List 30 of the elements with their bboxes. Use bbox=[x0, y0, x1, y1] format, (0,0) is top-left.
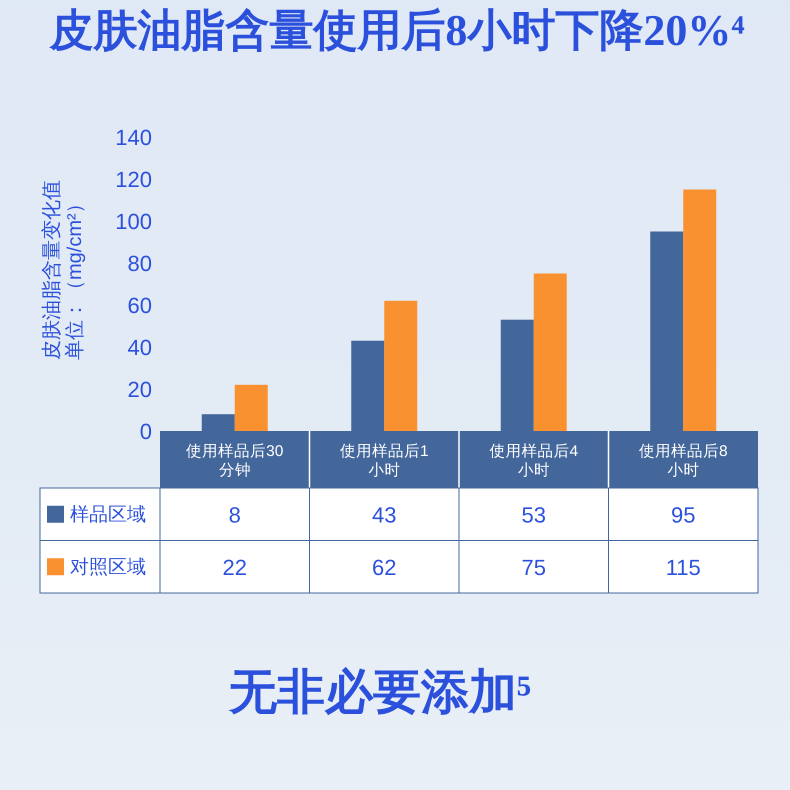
bar bbox=[534, 274, 567, 431]
x-tick-label: 使用样品后1小时 bbox=[340, 442, 429, 478]
data-label: 53 bbox=[522, 502, 546, 527]
text: 无非必要添加⁵ bbox=[228, 666, 532, 718]
data-label: 43 bbox=[372, 502, 396, 527]
bar bbox=[384, 300, 418, 431]
data-label: 8 bbox=[228, 502, 241, 527]
y-tick-label: 20 bbox=[128, 376, 152, 402]
y-tick-label: 140 bbox=[115, 124, 152, 150]
data-label: 62 bbox=[372, 554, 396, 580]
bar bbox=[683, 190, 716, 431]
legend-label: 样品区域 bbox=[70, 504, 146, 525]
y-tick-label: 0 bbox=[140, 418, 152, 444]
y-axis-title: 皮肤油脂含量变化值单位：（mg/cm²） bbox=[41, 180, 86, 360]
data-label: 75 bbox=[522, 554, 546, 580]
x-tick-label: 使用样品后4小时 bbox=[489, 442, 578, 478]
legend-label: 对照区域 bbox=[70, 556, 146, 578]
x-tick-label: 使用样品后30分钟 bbox=[186, 442, 284, 478]
data-label: 95 bbox=[671, 502, 696, 527]
data-label: 22 bbox=[222, 554, 247, 580]
y-tick-label: 60 bbox=[128, 292, 152, 318]
y-tick-label: 120 bbox=[115, 166, 152, 192]
table: 样品区域 8 43 53 95 对照区域 22 62 75 115 bbox=[40, 488, 758, 594]
y-tick-label: 100 bbox=[115, 208, 152, 234]
data-label: 115 bbox=[666, 554, 701, 580]
y-tick-label: 80 bbox=[128, 250, 152, 276]
bar bbox=[234, 384, 268, 431]
chart-title: 皮肤油脂含量使用后8小时下降20%⁴ bbox=[48, 6, 745, 54]
y-tick-label: 40 bbox=[128, 334, 152, 360]
x-tick-label: 使用样品后8小时 bbox=[638, 442, 728, 478]
